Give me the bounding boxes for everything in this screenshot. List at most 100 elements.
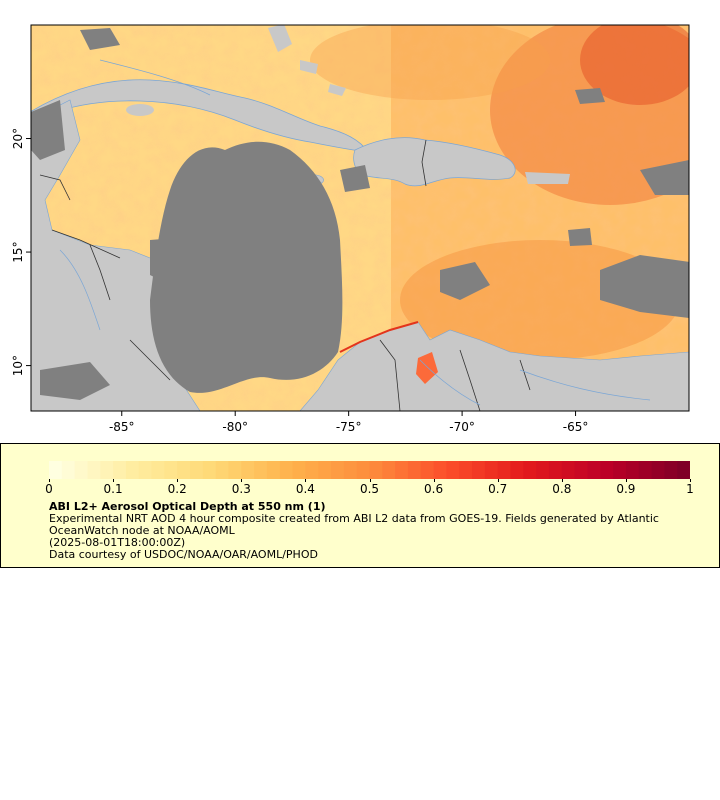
colorbar-step [536,461,550,479]
no-data-patch [340,165,370,192]
colorbar-step [125,461,140,479]
aod-high-ne [490,25,689,205]
no-data-patch [40,362,110,400]
no-data-patch [568,228,592,246]
colorbar-step [625,461,640,479]
lon-tick-label: -70° [449,420,475,434]
colorbar-step [548,461,563,479]
no-data-patch [440,262,490,300]
colorbar-step [600,461,614,479]
legend-title: ABI L2+ Aerosol Optical Depth at 550 nm … [49,500,326,513]
colorbar-tick-mark [369,479,371,482]
colorbar-step [61,461,76,479]
colorbar-step [228,461,242,479]
colorbar-ticks: 0 0.1 0.2 0.3 0.4 0.5 0.6 0.7 0.8 0.9 1 [1,479,719,499]
colorbar-step [279,461,294,479]
colorbar-step [446,461,460,479]
aod-map: -85° -80° -75° -70° -65° 10° 15° 20° [11,24,690,434]
colorbar-step [677,461,690,479]
latitude-ticks: 10° 15° 20° [11,128,31,376]
colorbar-step [356,461,370,479]
colorbar-step [638,461,653,479]
colorbar-step [523,461,537,479]
colorbar-step [113,461,127,479]
legend-box: 0 0.1 0.2 0.3 0.4 0.5 0.6 0.7 0.8 0.9 1 ABI L2+ Ae… [0,443,720,568]
lat-tick-label: 20° [11,128,25,149]
colorbar-tick-mark [241,479,243,482]
colorbar [49,461,690,479]
colorbar-step [484,461,499,479]
colorbar-step [510,461,524,479]
no-data-patch [31,100,65,160]
colorbar-tick-label: 0.5 [359,482,380,496]
haiti-dr-border [421,139,427,187]
colorbar-step [382,461,396,479]
lon-tick-label: -80° [222,420,248,434]
legend-timestamp: (2025-08-01T18:00:00Z) [49,536,186,549]
legend-text: ABI L2+ Aerosol Optical Depth at 550 nm … [49,501,709,561]
colorbar-step [318,461,332,479]
colorbar-step [497,461,512,479]
bahamas-land [268,25,346,96]
lon-tick-label: -65° [563,420,589,434]
no-data-patch [600,255,689,318]
no-data-patch [80,28,120,50]
colorbar-step [395,461,409,479]
lon-tick-label: -75° [336,420,362,434]
map-panel: -85° -80° -75° -70° -65° 10° 15° 20° [11,24,690,434]
south-america-land [299,321,689,411]
colorbar-step [587,461,601,479]
aod-mid-n [310,25,550,100]
colorbar-step [100,461,114,479]
colorbar-step [613,461,627,479]
longitude-ticks: -85° -80° -75° -70° -65° [109,411,588,434]
colorbar-step [138,461,153,479]
colorbar-step [472,461,486,479]
lat-tick-label: 10° [11,355,25,376]
colorbar-step [190,461,204,479]
colorbar-tick-mark [625,479,627,482]
colorbar-tick-label: 0.1 [103,482,123,496]
puerto-rico-land [525,172,570,184]
colorbar-step [574,461,588,479]
colorbar-step [202,461,217,479]
colorbar-tick-label: 0.9 [616,482,636,496]
colorbar-step [651,461,665,479]
colorbar-step [459,461,473,479]
lake-maracaibo [416,352,438,384]
aod-high-core [580,25,689,105]
colorbar-step [241,461,255,479]
colorbar-tick-mark [305,479,307,482]
colorbar-step [343,461,358,479]
colorbar-tick-mark [690,479,691,482]
colorbar-step [420,461,435,479]
colorbar-step [164,461,178,479]
colorbar-tick-mark [497,479,499,482]
no-data-patch [150,236,210,290]
colorbar-tick-label: 0 [45,482,53,496]
legend-credit: Data courtesy of USDOC/NOAA/OAR/AOML/PHO… [49,548,318,561]
colorbar-step [151,461,165,479]
colorbar-tick-mark [433,479,435,482]
no-data-patch [575,88,605,104]
no-data-western-caribbean [150,141,343,393]
colorbar-step [561,461,576,479]
colorbar-tick-mark [113,479,115,482]
colorbar-step [215,461,229,479]
colorbar-step [292,461,306,479]
colorbar-step [49,461,63,479]
colorbar-step [177,461,191,479]
map-frame [30,24,690,412]
colorbar-step [74,461,88,479]
country-borders [39,174,531,411]
colorbar-tick-label: 0.2 [167,482,187,496]
legend-description: Experimental NRT AOD 4 hour composite cr… [49,512,659,537]
colorbar-tick-mark [561,479,563,482]
colorbar-step [664,461,678,479]
colorbar-step [87,461,101,479]
colorbar-step [305,461,319,479]
isle-of-youth [126,104,154,116]
rivers [59,59,651,406]
colorbar-step [254,461,268,479]
colorbar-step [369,461,383,479]
